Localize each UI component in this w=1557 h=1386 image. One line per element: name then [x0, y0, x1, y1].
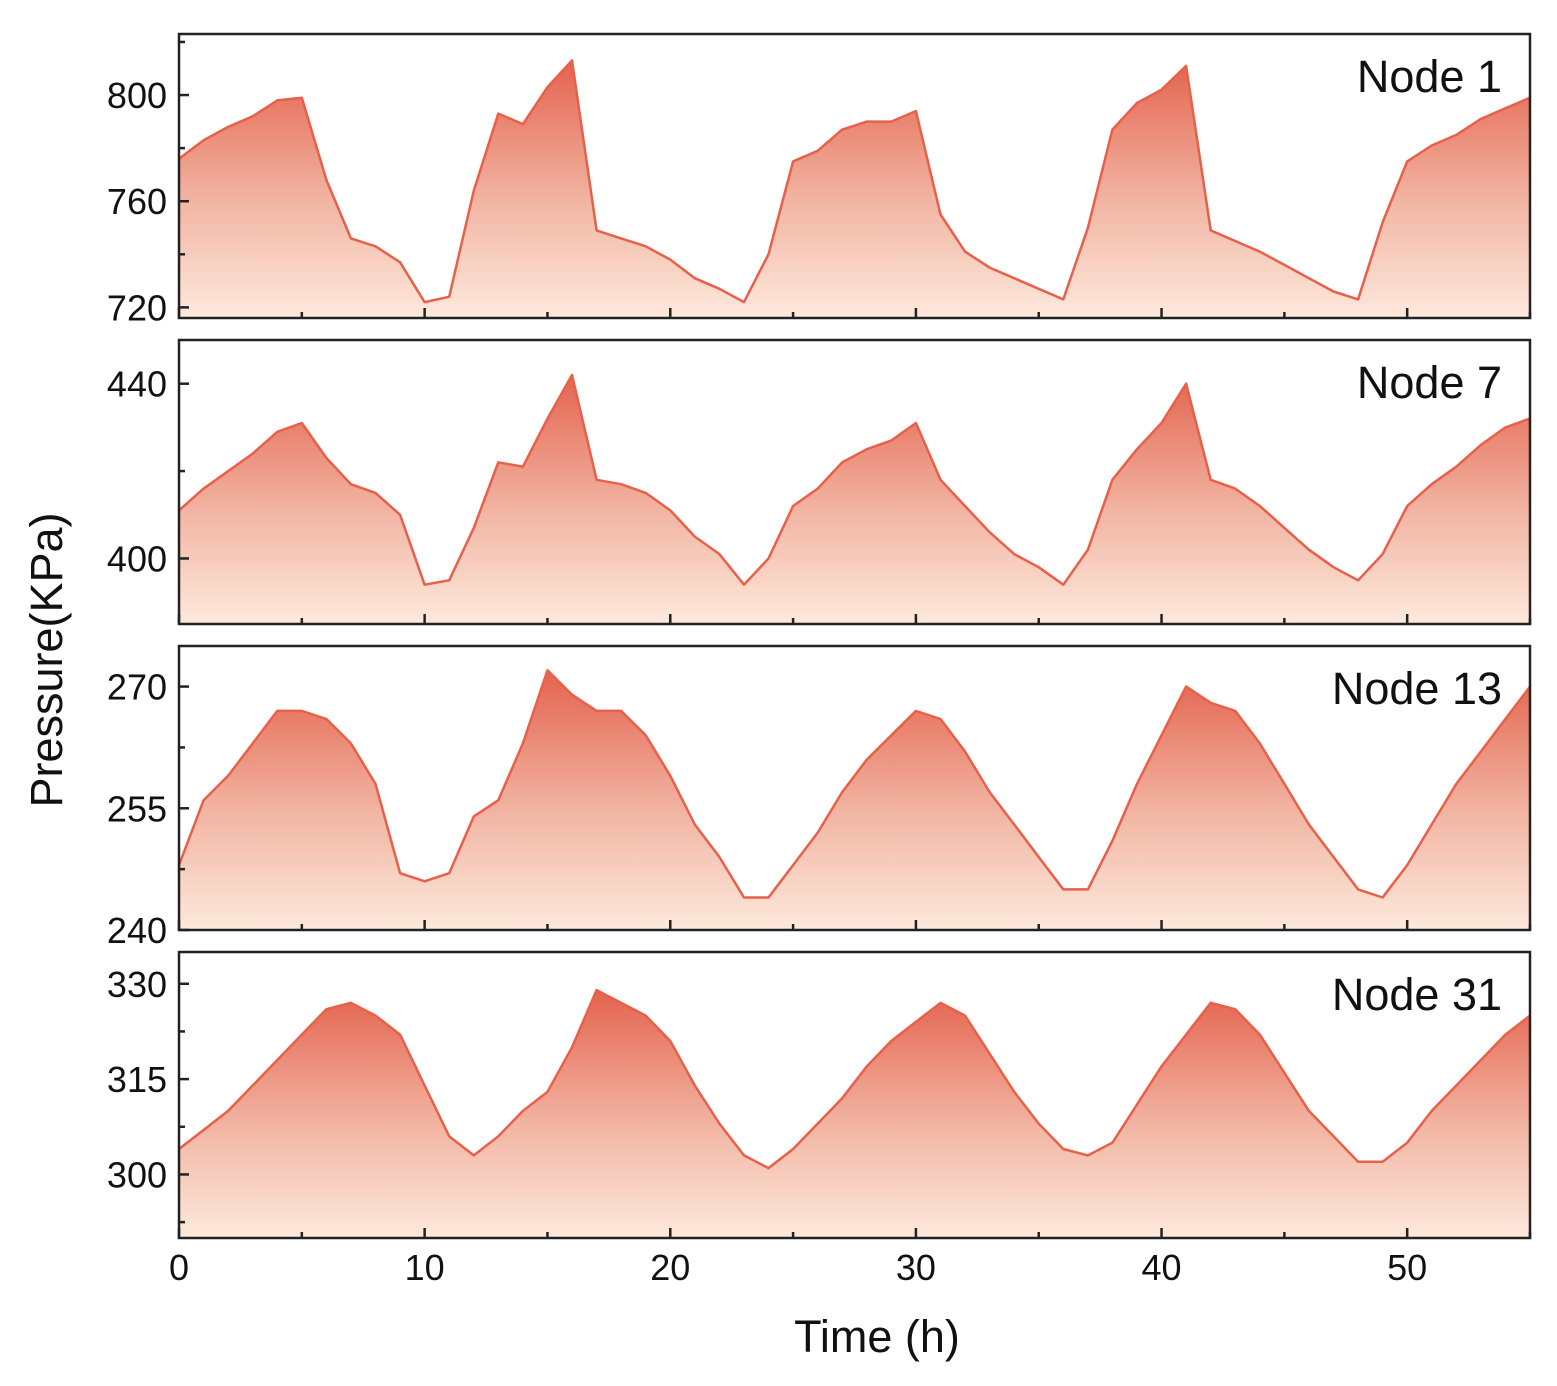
area-fill — [179, 375, 1530, 624]
x-tick-label: 20 — [650, 1247, 690, 1288]
panel-label: Node 1 — [1357, 51, 1502, 102]
panel-frame — [177, 32, 1532, 320]
y-tick-label: 270 — [107, 667, 167, 708]
panel-node-31: 300 315 330 Node 31 — [107, 950, 1532, 1240]
y-tick-label: 720 — [107, 287, 167, 328]
area-fill — [179, 60, 1530, 318]
x-axis-label: Time (h) — [794, 1311, 960, 1362]
series-line — [179, 988, 1530, 1170]
series-line — [179, 373, 1530, 586]
panel-label: Node 7 — [1357, 357, 1502, 408]
y-tick-label: 440 — [107, 364, 167, 405]
x-tick-label: 50 — [1387, 1247, 1427, 1288]
y-tick-label: 800 — [107, 75, 167, 116]
area-fill — [179, 670, 1530, 930]
x-axis-ticks: 0 10 20 30 40 50 — [169, 1247, 1427, 1288]
area-fill — [179, 990, 1530, 1238]
panel-node-13: 240 255 270 Node 13 — [107, 644, 1532, 951]
panel-node-1: 720 760 800 Node 1 — [107, 32, 1532, 328]
y-tick-label: 300 — [107, 1154, 167, 1195]
series-line — [179, 59, 1530, 304]
y-tick-label: 330 — [107, 964, 167, 1005]
panels: 720 760 800 Node 1 400 440 Node 7 240 255 270 Node… — [107, 32, 1532, 1240]
x-tick-label: 40 — [1142, 1247, 1182, 1288]
y-tick-label: 255 — [107, 788, 167, 829]
panel-label: Node 31 — [1332, 969, 1502, 1020]
y-tick-label: 760 — [107, 181, 167, 222]
panel-label: Node 13 — [1332, 663, 1502, 714]
y-tick-label: 315 — [107, 1059, 167, 1100]
panel-frame — [177, 644, 1532, 932]
x-tick-label: 0 — [169, 1247, 189, 1288]
x-tick-label: 30 — [896, 1247, 936, 1288]
y-axis-label: Pressure(KPa) — [21, 512, 72, 807]
series-line — [179, 669, 1530, 899]
panel-frame — [177, 950, 1532, 1240]
y-tick-label: 240 — [107, 910, 167, 951]
y-tick-label: 400 — [107, 538, 167, 579]
x-tick-label: 10 — [405, 1247, 445, 1288]
panel-frame — [177, 338, 1532, 626]
panel-node-7: 400 440 Node 7 — [107, 338, 1532, 626]
